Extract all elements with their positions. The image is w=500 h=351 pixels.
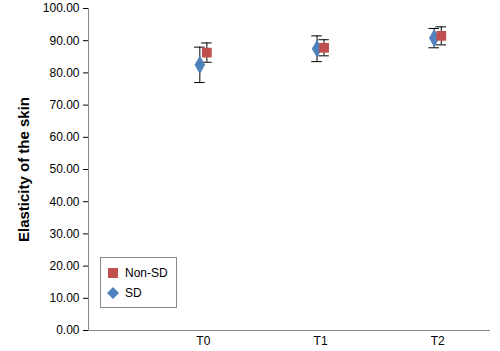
svg-text:Elasticity of the skin: Elasticity of the skin — [15, 97, 32, 242]
svg-text:100.00: 100.00 — [43, 1, 80, 15]
svg-text:30.00: 30.00 — [49, 227, 79, 241]
svg-text:60.00: 60.00 — [49, 130, 79, 144]
svg-text:50.00: 50.00 — [49, 162, 79, 176]
svg-text:80.00: 80.00 — [49, 66, 79, 80]
svg-text:10.00: 10.00 — [49, 291, 79, 305]
svg-text:20.00: 20.00 — [49, 259, 79, 273]
svg-text:T2: T2 — [431, 334, 445, 348]
svg-text:0.00: 0.00 — [56, 323, 80, 337]
html-text:SD: SD — [125, 286, 142, 300]
svg-text:T0: T0 — [196, 334, 210, 348]
svg-text:90.00: 90.00 — [49, 34, 79, 48]
svg-text:70.00: 70.00 — [49, 98, 79, 112]
html-text:Non-SD: Non-SD — [125, 266, 168, 280]
svg-text:T1: T1 — [314, 334, 328, 348]
svg-text:40.00: 40.00 — [49, 195, 79, 209]
